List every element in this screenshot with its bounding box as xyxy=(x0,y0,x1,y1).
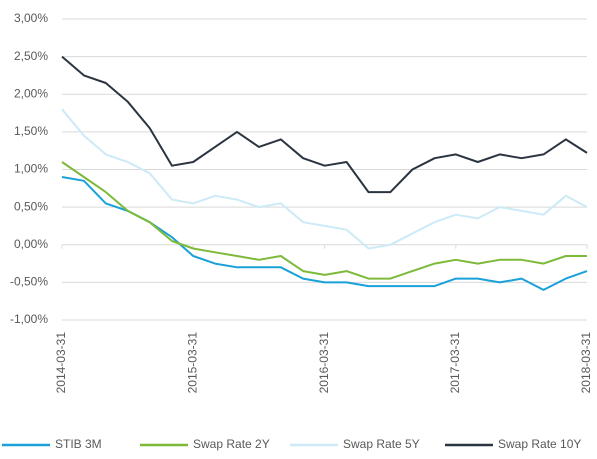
legend-label: STIB 3M xyxy=(55,437,102,451)
y-tick-label: 2,00% xyxy=(14,86,48,100)
y-tick-label: -1,00% xyxy=(10,312,48,326)
series-line xyxy=(61,55,588,194)
series-line xyxy=(61,161,587,280)
legend-label: Swap Rate 10Y xyxy=(498,437,581,451)
x-tick-label: 2016-03-31 xyxy=(317,332,331,394)
x-tick-label: 2015-03-31 xyxy=(185,332,199,394)
legend-label: Swap Rate 2Y xyxy=(193,437,270,451)
y-tick-label: -0,50% xyxy=(10,275,48,289)
y-tick-label: 0,00% xyxy=(14,237,48,251)
legend-label: Swap Rate 5Y xyxy=(343,437,420,451)
y-tick-label: 3,00% xyxy=(14,11,48,25)
x-tick-label: 2017-03-31 xyxy=(448,332,462,394)
y-tick-label: 1,00% xyxy=(14,162,48,176)
y-tick-label: 0,50% xyxy=(14,199,48,213)
x-tick-label: 2014-03-31 xyxy=(54,332,68,394)
x-tick-label: 2018-03-31 xyxy=(579,332,593,394)
y-tick-label: 1,50% xyxy=(14,124,48,138)
series-line xyxy=(61,176,588,291)
y-tick-label: 2,50% xyxy=(14,49,48,63)
series-line xyxy=(61,108,588,250)
